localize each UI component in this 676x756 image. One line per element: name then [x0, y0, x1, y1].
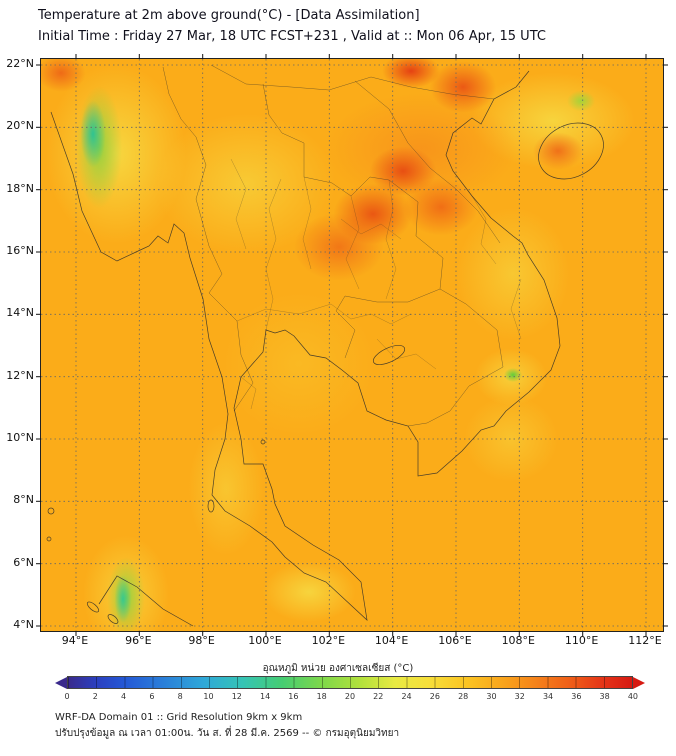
colorbar-tick-label: 12	[231, 692, 242, 701]
colorbar-tick-label: 28	[458, 692, 469, 701]
grid-lines	[41, 59, 663, 631]
latitude-label: 8°N	[13, 493, 34, 507]
latitude-label: 18°N	[6, 181, 34, 195]
latitude-label: 10°N	[6, 430, 34, 444]
latitude-label: 16°N	[6, 243, 34, 257]
footer-update-info: ปรับปรุงข้อมูล ณ เวลา 01:00น. วัน ส. ที่…	[55, 727, 400, 739]
colorbar-tick-label: 16	[288, 692, 299, 701]
footer-domain-info: WRF-DA Domain 01 :: Grid Resolution 9km …	[55, 712, 303, 723]
small-island	[47, 507, 55, 515]
map-header: Temperature at 2m above ground(°C) - [Da…	[38, 6, 546, 48]
small-island	[107, 614, 119, 624]
colorbar-title: อุณหภูมิ หน่วย องศาเซลเซียส (°C)	[262, 663, 414, 674]
map-overlay	[36, 54, 668, 636]
longitude-label: 100°E	[248, 634, 282, 647]
colorbar-tick-label: 24	[401, 692, 412, 701]
latitude-label: 6°N	[13, 555, 34, 569]
mainland-coastline	[50, 70, 561, 621]
colorbar-tick-label: 30	[486, 692, 497, 701]
temperature-colorbar	[55, 676, 645, 689]
colorbar-min-arrow	[55, 676, 67, 689]
colorbar-tick-label: 26	[429, 692, 440, 701]
axis-ticks	[36, 54, 668, 636]
colorbar-max-arrow	[633, 676, 645, 689]
colorbar-tick-label: 0	[64, 692, 70, 701]
latitude-label: 14°N	[6, 306, 34, 320]
map-plot	[36, 54, 668, 636]
colorbar-tick-label: 8	[177, 692, 183, 701]
longitude-label: 110°E	[564, 634, 599, 647]
colorbar-tick-label: 20	[344, 692, 356, 701]
longitude-axis: 94°E 96°E 98°E 100°E 102°E 104°E 106°E 108°E 110…	[50, 634, 670, 648]
small-island	[260, 439, 266, 445]
colorbar-tick-label: 4	[121, 692, 127, 701]
longitude-label: 98°E	[188, 634, 215, 647]
longitude-label: 94°E	[61, 634, 89, 647]
map-subtitle: Initial Time : Friday 27 Mar, 18 UTC FCS…	[38, 28, 546, 44]
colorbar-tick-label: 22	[373, 692, 384, 701]
longitude-label: 112°E	[628, 634, 662, 647]
temperature-field	[41, 59, 663, 631]
hainan-island	[538, 122, 604, 180]
colorbar-tick-label: 14	[259, 692, 271, 701]
colorbar-tick-label: 34	[542, 692, 554, 701]
longitude-label: 108°E	[501, 634, 536, 647]
colorbar-tick-label: 36	[571, 692, 582, 701]
longitude-label: 102°E	[311, 634, 346, 647]
tonle-sap-lake	[372, 345, 406, 365]
latitude-label: 20°N	[6, 119, 34, 133]
longitude-label: 104°E	[374, 634, 409, 647]
colorbar-tick-label: 2	[92, 692, 98, 701]
colorbar-tick-label: 18	[316, 692, 327, 701]
phuket-island	[207, 499, 215, 513]
colorbar-tick-label: 6	[149, 692, 155, 701]
province-borders	[230, 158, 522, 410]
small-island	[86, 601, 100, 613]
latitude-label: 22°N	[6, 57, 34, 70]
latitude-label: 12°N	[6, 368, 34, 382]
latitude-label: 4°N	[13, 617, 34, 631]
longitude-label: 106°E	[438, 634, 472, 647]
longitude-label: 96°E	[125, 634, 152, 647]
map-footer: WRF-DA Domain 01 :: Grid Resolution 9km …	[55, 710, 399, 741]
latitude-axis: 22°N 20°N 18°N 16°N 14°N 12°N 10°N 8°N 6°N 4°N	[0, 57, 36, 632]
colorbar-tick-label: 10	[203, 692, 214, 701]
sumatra-coastline	[98, 575, 194, 627]
small-island	[46, 536, 52, 542]
map-title: Temperature at 2m above ground(°C) - [Da…	[38, 8, 420, 23]
colorbar-tick-label: 38	[599, 692, 610, 701]
colorbar-gradient	[67, 676, 633, 689]
country-borders	[162, 64, 504, 427]
coastlines	[46, 70, 604, 627]
colorbar-tick-label: 40	[627, 692, 639, 701]
colorbar-tick-label: 32	[514, 692, 525, 701]
colorbar-ticks: 0 2 4 6 8 10 12 14 16 18 20 22 24 26 28 30 32 34 36 38 40	[57, 692, 643, 701]
